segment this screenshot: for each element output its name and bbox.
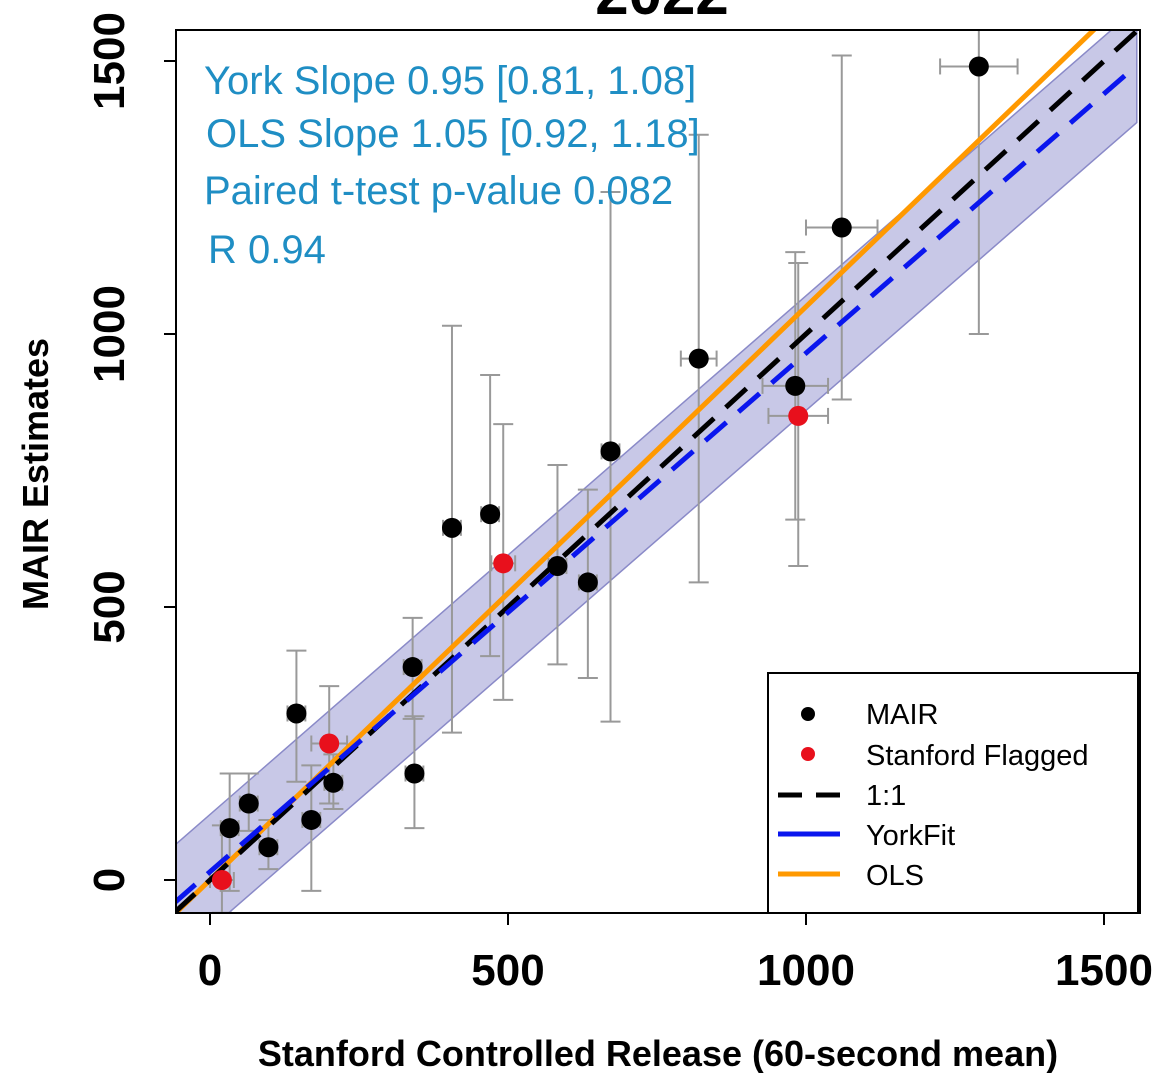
x-tick-label: 500 (471, 946, 544, 995)
flagged-point (493, 553, 514, 574)
mair-point (441, 517, 462, 538)
axes: 0 0 500 500 1000 1000 1500 1500 (85, 12, 1153, 995)
legend-ols-label: OLS (866, 860, 924, 892)
mair-point (577, 572, 598, 593)
mair-point (286, 703, 307, 724)
mair-point (968, 56, 989, 77)
mair-point (301, 809, 322, 830)
mair-point (831, 217, 852, 238)
mair-point (258, 837, 279, 858)
mair-point (688, 348, 709, 369)
y-tick-label: 0 (85, 868, 134, 892)
plot-area (176, 30, 1139, 913)
mair-point (219, 818, 240, 839)
y-tick-label: 1000 (85, 285, 134, 383)
flagged-point (211, 870, 232, 890)
mair-point (600, 441, 621, 462)
chart-title: 2022 (595, 0, 728, 27)
flagged-point (319, 733, 340, 754)
y-axis-title: MAIR Estimates (15, 338, 56, 610)
ols-slope-annotation: OLS Slope 1.05 [0.92, 1.18] (206, 112, 700, 156)
mair-point (404, 763, 425, 784)
x-tick-label: 0 (198, 946, 222, 995)
r-annotation: R 0.94 (208, 228, 326, 272)
legend-flagged-label: Stanford Flagged (866, 740, 1088, 772)
mair-point (547, 556, 568, 577)
legend-york-label: YorkFit (866, 820, 955, 852)
ttest-annotation: Paired t-test p-value 0.082 (204, 169, 673, 213)
mair-point (402, 657, 423, 678)
y-tick-label: 500 (85, 570, 134, 643)
x-tick-label: 1500 (1055, 946, 1153, 995)
legend-flagged-marker (801, 747, 815, 761)
ols-line (176, 30, 1098, 913)
x-tick-label: 1000 (757, 946, 855, 995)
york-fit-line (176, 63, 1139, 905)
york-slope-annotation: York Slope 0.95 [0.81, 1.08] (204, 59, 696, 103)
mair-point (323, 772, 344, 793)
mair-point (238, 793, 259, 814)
y-tick-label: 1500 (85, 12, 134, 110)
legend-mair-marker (801, 707, 815, 721)
flagged-point (788, 405, 809, 426)
legend-mair-label: MAIR (866, 699, 939, 731)
mair-point (785, 375, 806, 396)
mair-point (480, 504, 501, 525)
plot-frame (175, 29, 1141, 914)
legend-one-to-one-label: 1:1 (866, 780, 906, 812)
x-axis-title: Stanford Controlled Release (60-second m… (258, 1033, 1058, 1073)
legend: MAIR Stanford Flagged 1:1 YorkFit OLS (767, 672, 1139, 914)
